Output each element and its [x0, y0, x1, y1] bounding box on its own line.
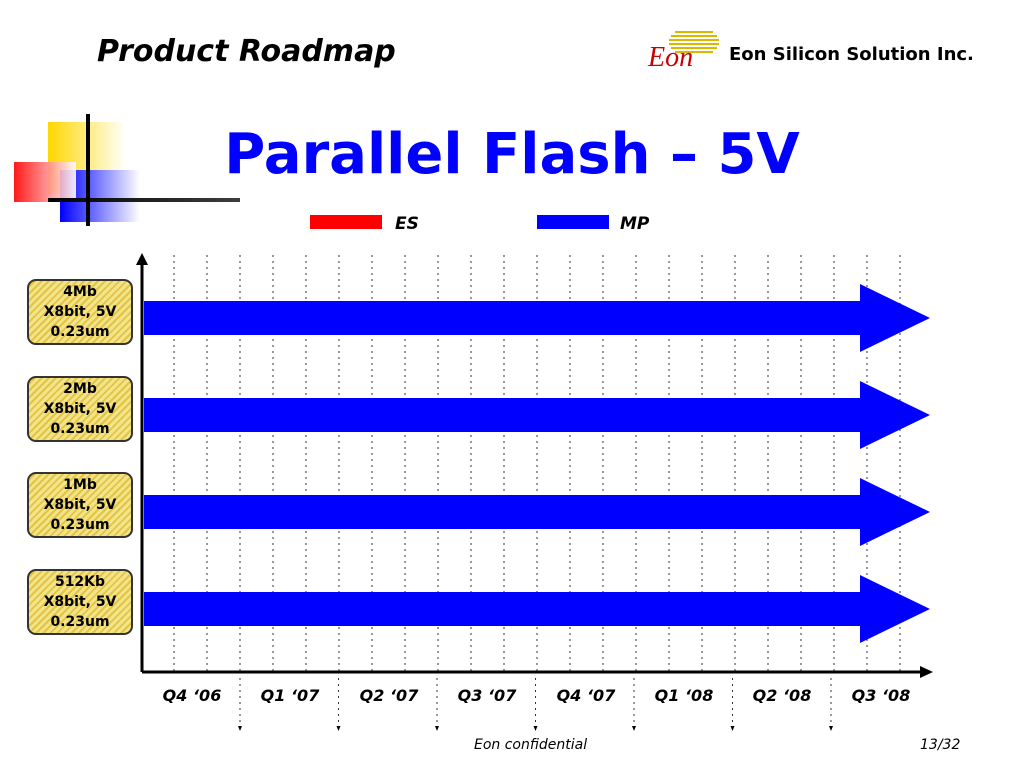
mp-bar-arrow: [144, 478, 930, 546]
page-number: 13/32: [920, 737, 961, 753]
logo-text: Eon: [647, 42, 693, 70]
product-1mb: 1Mb X8bit, 5V 0.23um: [27, 472, 133, 538]
legend-es-swatch: [310, 215, 382, 229]
x-axis-arrowhead: [920, 666, 933, 678]
separator-tick: [435, 726, 439, 731]
quarter-label: Q2 ‘08: [752, 686, 812, 705]
quarter-label: Q4 ‘06: [162, 686, 222, 705]
mp-bar-arrow: [144, 575, 930, 643]
footer-confidential: Eon confidential: [474, 737, 588, 753]
company-name: Eon Silicon Solution Inc.: [729, 44, 974, 65]
separator-tick: [238, 726, 242, 731]
mp-bar-arrow: [144, 284, 930, 352]
product-4mb: 4Mb X8bit, 5V 0.23um: [27, 279, 133, 345]
separator-tick: [730, 726, 735, 731]
y-axis-arrowhead: [136, 253, 148, 265]
legend-mp-label: MP: [620, 214, 650, 234]
mp-bar-arrow: [144, 381, 930, 449]
quarter-label: Q4 ‘07: [556, 686, 616, 705]
quarter-label: Q2 ‘07: [359, 686, 419, 705]
separator-tick: [632, 726, 636, 731]
product-512kb: 512Kb X8bit, 5V 0.23um: [27, 569, 133, 635]
product-2mb: 2Mb X8bit, 5V 0.23um: [27, 376, 133, 442]
separator-tick: [829, 726, 833, 731]
slide-title: Parallel Flash – 5V: [224, 122, 800, 187]
header-title: Product Roadmap: [97, 34, 396, 69]
quarter-label: Q3 ‘07: [457, 686, 517, 705]
quarter-label: Q1 ‘08: [654, 686, 714, 705]
legend-es-label: ES: [395, 214, 419, 234]
eon-logo: Eon: [643, 24, 725, 73]
corner-decoration: [14, 114, 240, 226]
quarter-label: Q3 ‘08: [851, 686, 911, 705]
quarter-label: Q1 ‘07: [260, 686, 320, 705]
legend-mp-swatch: [537, 215, 609, 229]
separator-tick: [533, 726, 538, 731]
separator-tick: [336, 726, 341, 731]
